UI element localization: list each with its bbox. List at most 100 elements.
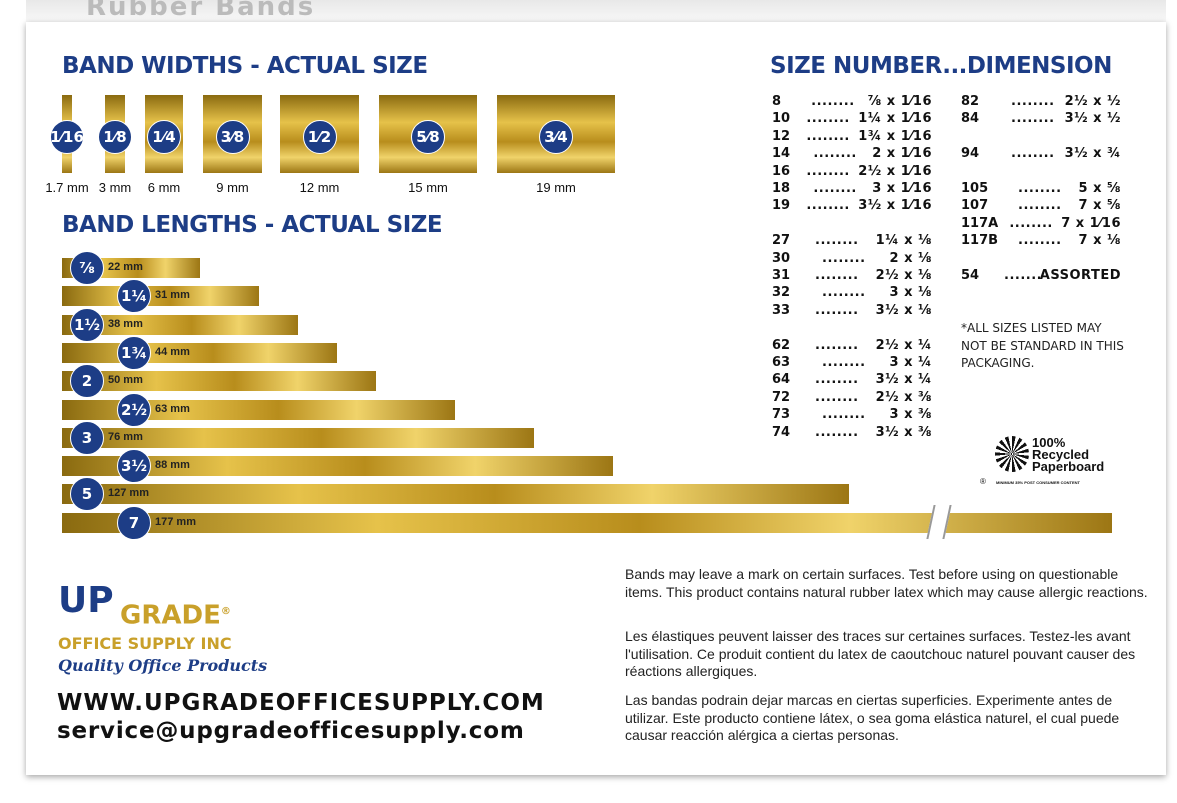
size-row: 12 ........ 1¾ x 1⁄16: [772, 128, 932, 145]
size-dimension: 3½ x ¼: [875, 372, 932, 388]
size-dimension: 2½ x ⅜: [875, 389, 932, 405]
width-mm-label: 1.7 mm: [45, 180, 89, 195]
leader-dots: ........: [806, 198, 850, 214]
width-mm-label: 19 mm: [536, 180, 576, 195]
up-arrow-icon: UP: [58, 580, 114, 622]
length-inch-badge: 3½: [117, 449, 151, 484]
leader-dots: ........: [1018, 181, 1062, 196]
warning-en: Bands may leave a mark on certain surfac…: [625, 566, 1148, 600]
leader-dots: ........: [806, 111, 850, 127]
size-row: 82 ........ 2½ x ½: [961, 93, 1121, 110]
width-mm-label: 3 mm: [98, 180, 132, 195]
size-number: 54: [961, 268, 980, 283]
size-dimension: 7 x 1⁄16: [1061, 215, 1121, 231]
size-table-title: SIZE NUMBER...DIMENSION: [770, 53, 1112, 79]
size-number: 82: [961, 94, 980, 109]
size-number: 16: [772, 163, 791, 179]
size-row: 30 ........ 2 x ⅛: [772, 250, 932, 267]
length-inch-badge: 1¼: [117, 279, 151, 314]
size-row: 14 ........ 2 x 1⁄16: [772, 145, 932, 162]
size-row: 19 ........ 3½ x 1⁄16: [772, 197, 932, 214]
leader-dots: ........: [822, 355, 866, 370]
size-row: 27 ........ 1¼ x ⅛: [772, 232, 932, 249]
size-dimension: 2 x ⅛: [889, 250, 932, 266]
size-number: 94: [961, 146, 980, 162]
width-mm-label: 15 mm: [408, 180, 448, 195]
recycle-line1: 100%: [1032, 435, 1066, 450]
size-row: 16 ........ 2½ x 1⁄16: [772, 163, 932, 180]
leader-dots: ........: [1011, 146, 1055, 162]
size-number: 32: [772, 285, 791, 301]
size-number: 72: [772, 389, 791, 405]
website-link[interactable]: WWW.UPGRADEOFFICESUPPLY.COM: [57, 690, 545, 716]
sizes-note: *ALL SIZES LISTED MAY NOT BE STANDARD IN…: [961, 321, 1124, 370]
leader-dots: ........: [822, 250, 866, 266]
leader-dots: ........: [806, 163, 850, 179]
size-number: 117B: [961, 233, 999, 249]
band-length-bar: [62, 371, 376, 392]
leader-dots: ........: [1004, 268, 1040, 283]
size-number: 14: [772, 146, 791, 162]
size-row: 10 ........ 1¼ x 1⁄16: [772, 110, 932, 127]
leader-dots: ........: [815, 233, 859, 249]
leader-dots: ........: [1011, 111, 1055, 127]
size-row: 31 ........ 2½ x ⅛: [772, 267, 932, 284]
size-number: 8: [772, 94, 782, 109]
leader-dots: ........: [815, 424, 859, 440]
length-mm-label: 22 mm: [108, 261, 143, 273]
length-mm-label: 31 mm: [155, 289, 190, 302]
length-mm-label: 88 mm: [155, 459, 190, 472]
length-mm-label: 38 mm: [108, 317, 143, 330]
size-dimension: ASSORTED: [1039, 268, 1121, 283]
band-widths-title: BAND WIDTHS - ACTUAL SIZE: [62, 53, 428, 79]
size-number: 63: [772, 355, 791, 370]
recycle-line3: Paperboard: [1032, 459, 1105, 474]
size-row: 54 ........ ASSORTED: [961, 267, 1121, 284]
recycle-small: MINIMUM 35% POST CONSUMER CONTENT: [996, 480, 1081, 485]
size-dimension: 2½ x ¼: [875, 337, 932, 353]
size-row: 63 ........ 3 x ¼: [772, 354, 932, 371]
band-length-bar: [62, 456, 613, 477]
size-row: 62 ........ 2½ x ¼: [772, 337, 932, 354]
warning-fr: Les élastiques peuvent laisser des trace…: [625, 628, 1136, 679]
length-mm-label: 50 mm: [108, 374, 143, 387]
band-length-bar: [62, 399, 455, 420]
size-row: 72 ........ 2½ x ⅜: [772, 389, 932, 406]
length-mm-label: 177 mm: [155, 515, 196, 528]
size-dimension: 3 x ⅜: [889, 407, 932, 423]
size-dimension: 2 x 1⁄16: [872, 146, 932, 162]
recycle-sun-icon: [995, 436, 1029, 472]
size-dimension: 3 x ¼: [889, 355, 932, 370]
leader-dots: ........: [1018, 233, 1062, 249]
leader-dots: ........: [822, 285, 866, 301]
leader-dots: ........: [806, 128, 850, 144]
band-length-bar: [62, 427, 534, 448]
size-row: 32 ........ 3 x ⅛: [772, 284, 932, 301]
email-link[interactable]: service@upgradeofficesupply.com: [57, 718, 525, 744]
size-dimension: 3½ x ¾: [1064, 146, 1121, 162]
leader-dots: ........: [815, 372, 859, 388]
length-inch-badge: 2½: [117, 392, 151, 427]
width-fraction-badge: 1⁄2: [302, 120, 337, 154]
band-length-bar: [62, 484, 849, 505]
size-dimension: 1¾ x 1⁄16: [858, 128, 932, 144]
brand-up: UP: [58, 580, 114, 621]
leader-dots: ........: [815, 268, 859, 283]
size-dimension: 7 x ⅝: [1078, 198, 1121, 214]
leader-dots: ........: [815, 337, 859, 353]
leader-dots: ........: [1018, 198, 1062, 214]
box-top-flap: Rubber Bands: [26, 0, 1166, 22]
band-length-bar: [62, 342, 337, 363]
size-dimension: 3½ x ⅛: [875, 302, 932, 318]
leader-dots: ........: [1009, 215, 1053, 231]
band-length-bar: [62, 512, 1112, 533]
size-row: 18 ........ 3 x 1⁄16: [772, 180, 932, 197]
size-dimension: 3½ x 1⁄16: [858, 198, 932, 214]
brand-company: OFFICE SUPPLY INC: [58, 634, 232, 653]
size-dimension: 2½ x ½: [1064, 94, 1121, 109]
length-mm-label: 127 mm: [108, 487, 149, 500]
size-number: 84: [961, 111, 980, 127]
size-number: 64: [772, 372, 791, 388]
size-number: 107: [961, 198, 989, 214]
width-fraction-badge: 1⁄8: [98, 120, 132, 154]
